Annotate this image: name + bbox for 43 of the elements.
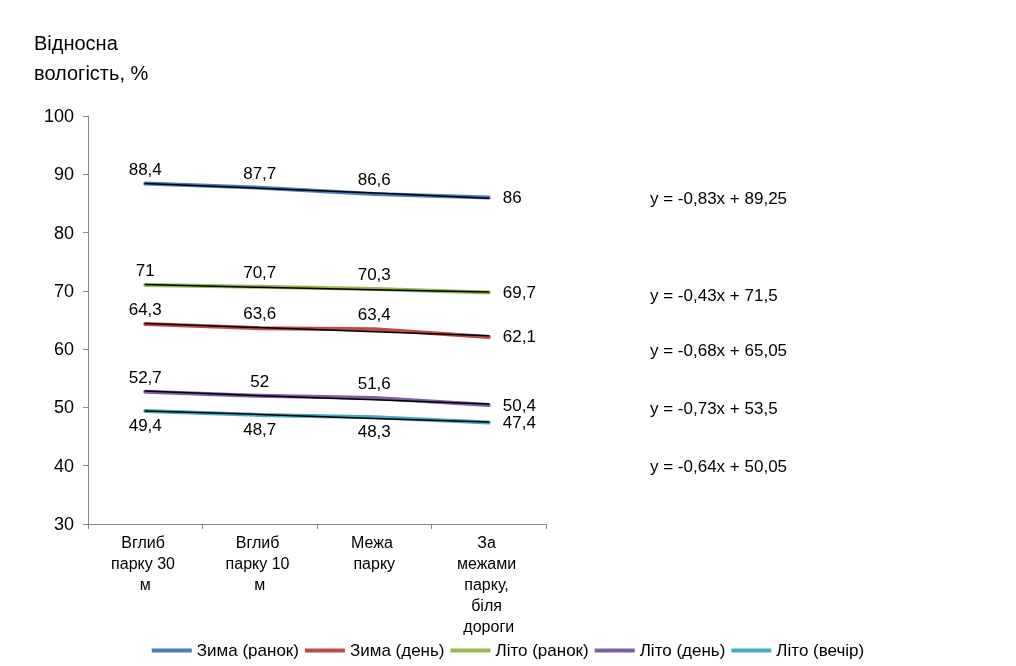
data-label: 50,4	[502, 395, 536, 415]
legend-label: Літо (день)	[639, 641, 726, 660]
data-label: 64,3	[128, 300, 162, 320]
y-tick-label: 100	[43, 106, 74, 126]
legend-label: Зима (ранок)	[196, 641, 299, 660]
data-label: 52,7	[128, 367, 162, 387]
data-label: 62,1	[502, 327, 536, 347]
y-tick-label: 30	[53, 514, 74, 534]
x-tick-label: За межами парку, біля дороги	[456, 534, 521, 635]
y-tick-label: 70	[53, 280, 74, 301]
data-label: 69,7	[502, 283, 536, 303]
data-label: 86	[502, 188, 522, 208]
data-label: 48,3	[357, 422, 391, 442]
text: y = -0,73x + 53,5	[650, 398, 779, 420]
y-tick-label: 80	[53, 222, 74, 243]
data-label: 49,4	[128, 415, 162, 435]
y-tick-label: 40	[53, 455, 74, 476]
y-tick-label: 60	[53, 339, 74, 360]
y-tick-label: 50	[53, 397, 74, 418]
data-label: 86,6	[357, 170, 391, 190]
text: y = -0,83x + 89,25	[650, 188, 789, 210]
data-label: 48,7	[243, 420, 277, 440]
x-tick-label: Межа парку	[351, 534, 398, 572]
text: y = -0,43x + 71,5	[650, 285, 779, 307]
y-tick-label: 90	[53, 164, 74, 185]
data-label: 47,4	[502, 413, 536, 433]
legend-label: Літо (вечір)	[776, 641, 865, 660]
x-tick-label: Вглиб парку 30 м	[111, 534, 180, 593]
data-label: 52	[250, 371, 270, 391]
x-tick-label: Вглиб парку 10 м	[225, 534, 294, 593]
data-label: 70,3	[357, 265, 391, 285]
data-label: 70,7	[243, 262, 277, 282]
data-label: 87,7	[243, 163, 277, 183]
y-axis-title: Відносна вологість, %	[34, 31, 150, 86]
data-label: 63,4	[357, 305, 391, 325]
legend-label: Зима (день)	[349, 641, 445, 660]
data-label: 71	[135, 261, 155, 281]
legend-label: Літо (ранок)	[495, 641, 589, 660]
data-label: 51,6	[357, 374, 391, 394]
text: y = -0,68x + 65,05	[650, 340, 789, 362]
data-label: 88,4	[128, 159, 162, 179]
text: y = -0,64x + 50,05	[650, 456, 789, 478]
data-label: 63,6	[243, 304, 277, 324]
